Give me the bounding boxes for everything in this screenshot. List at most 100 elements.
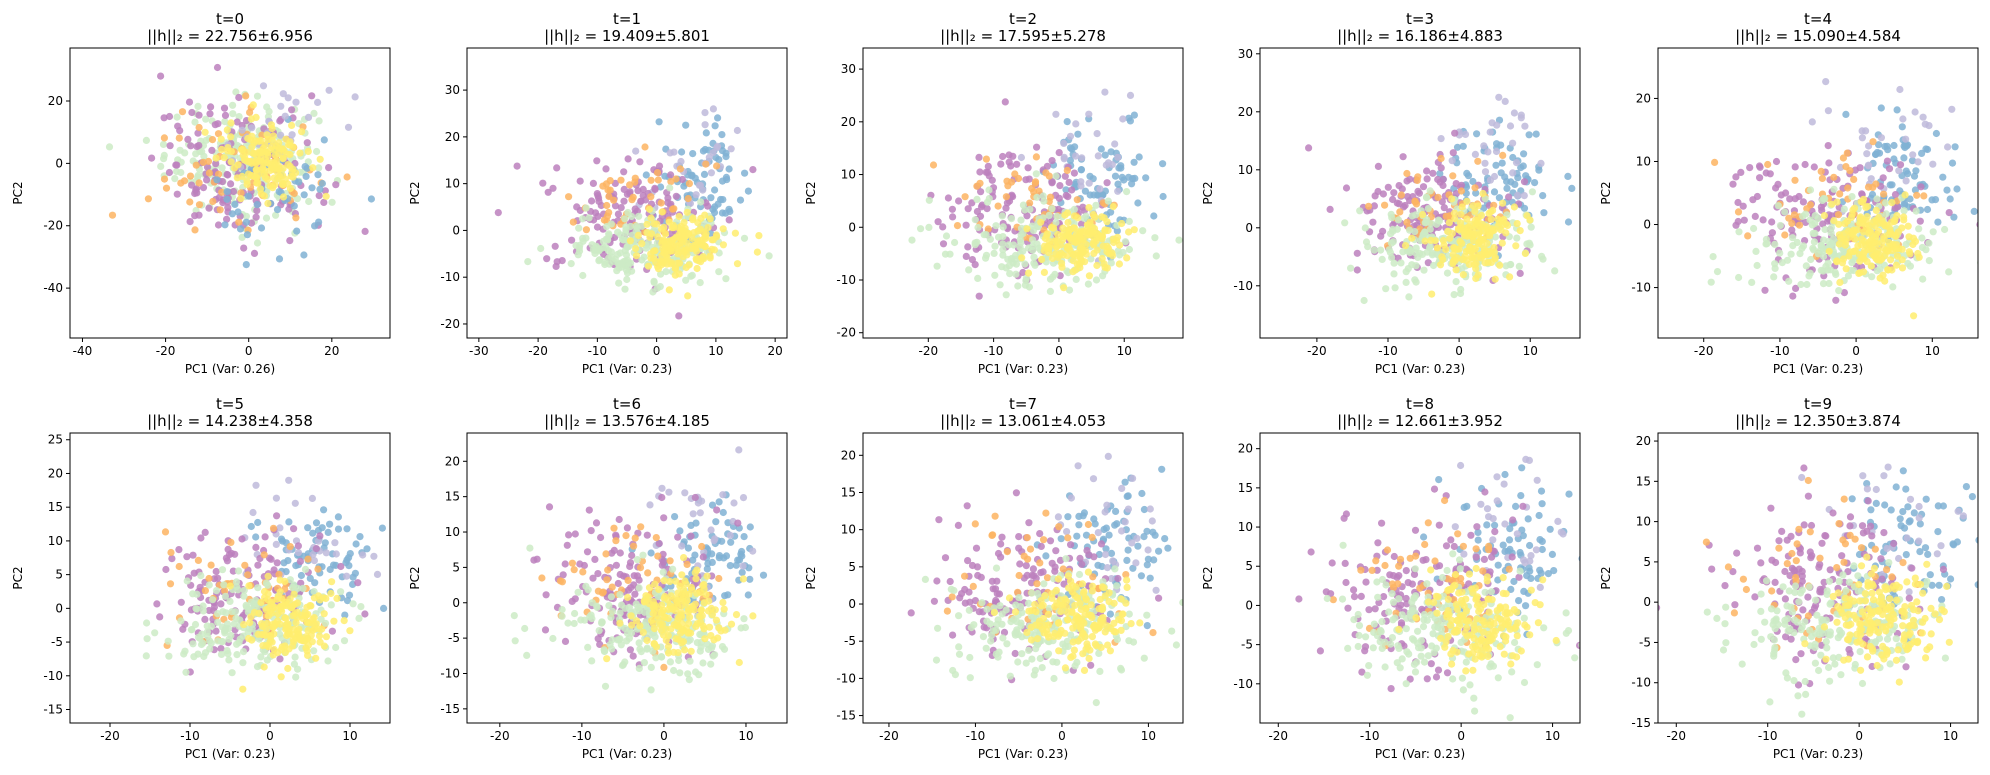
scatter-point <box>1910 172 1919 180</box>
scatter-point <box>1729 180 1737 188</box>
scatter-point <box>289 173 297 181</box>
scatter-point <box>684 670 692 678</box>
scatter-point <box>1891 216 1899 224</box>
scatter-point <box>1123 492 1131 500</box>
scatter-point <box>1827 224 1835 232</box>
scatter-point <box>1520 178 1529 186</box>
scatter-point <box>605 192 613 201</box>
scatter-point <box>1402 278 1410 286</box>
scatter-point <box>1120 176 1128 184</box>
scatter-point <box>1851 235 1859 243</box>
scatter-point <box>733 260 742 268</box>
scatter-point <box>213 176 221 184</box>
scatter-point <box>732 611 741 619</box>
scatter-point <box>1101 508 1109 516</box>
x-tick-label: 10 <box>708 344 723 358</box>
scatter-point <box>1437 154 1445 163</box>
scatter-point <box>1071 224 1079 232</box>
scatter-point <box>275 570 283 579</box>
scatter-point <box>1439 181 1447 190</box>
scatter-point <box>283 150 291 158</box>
scatter-point <box>1341 219 1349 227</box>
scatter-point <box>260 192 268 200</box>
scatter-point <box>1421 219 1429 227</box>
subplot-title-time: t=4 <box>1804 10 1832 28</box>
scatter-point <box>719 241 728 249</box>
y-tick-label: -15 <box>440 702 460 716</box>
scatter-point <box>985 186 993 194</box>
x-axis-label: PC1 (Var: 0.23) <box>582 362 672 376</box>
scatter-point <box>607 220 616 228</box>
scatter-point <box>1521 249 1529 257</box>
scatter-point <box>316 532 324 540</box>
scatter-point <box>553 164 561 172</box>
scatter-point <box>917 225 925 233</box>
scatter-point <box>678 596 686 604</box>
scatter-point <box>266 607 274 615</box>
scatter-point <box>175 134 183 142</box>
scatter-point <box>1150 212 1158 220</box>
scatter-point <box>1786 195 1794 203</box>
scatter-point <box>625 604 634 612</box>
scatter-point <box>1118 484 1126 492</box>
scatter-point <box>1342 184 1351 192</box>
scatter-point <box>1449 149 1457 157</box>
scatter-point <box>1377 232 1385 240</box>
scatter-point <box>739 575 748 583</box>
scatter-point <box>1394 216 1403 224</box>
scatter-point <box>227 538 235 547</box>
scatter-point <box>1055 149 1063 157</box>
scatter-point <box>227 180 235 188</box>
scatter-point <box>700 585 708 593</box>
axes-frame <box>862 47 1184 339</box>
scatter-point <box>628 212 636 221</box>
scatter-point <box>722 275 730 283</box>
scatter-point <box>233 118 241 126</box>
scatter-point <box>240 244 248 252</box>
scatter-point <box>654 233 662 241</box>
scatter-point <box>1471 150 1479 158</box>
scatter-point <box>1347 264 1355 272</box>
scatter-point <box>733 126 742 135</box>
scatter-point <box>1397 191 1405 199</box>
scatter-point <box>1061 211 1069 219</box>
scatter-point <box>1023 225 1031 233</box>
scatter-point <box>1081 187 1089 195</box>
scatter-point <box>584 586 592 594</box>
scatter-point <box>1019 247 1027 255</box>
scatter-point <box>290 590 298 598</box>
scatter-point <box>682 276 690 284</box>
scatter-point <box>1499 151 1507 159</box>
scatter-point <box>261 173 269 181</box>
scatter-point <box>696 279 704 287</box>
scatter-point <box>706 252 714 260</box>
scatter-point <box>314 98 322 106</box>
scatter-point <box>205 581 213 589</box>
scatter-point <box>1825 159 1833 167</box>
scatter-point <box>1910 312 1918 320</box>
scatter-point <box>235 93 243 102</box>
scatter-point <box>1464 232 1472 240</box>
scatter-point <box>273 512 281 520</box>
scatter-point <box>1498 159 1506 167</box>
scatter-point <box>1093 130 1101 138</box>
scatter-point <box>295 178 303 186</box>
scatter-point <box>1914 249 1922 258</box>
scatter-point <box>277 102 285 110</box>
scatter-point <box>322 633 330 641</box>
scatter-point <box>197 534 205 542</box>
scatter-point <box>1378 255 1386 263</box>
scatter-point <box>161 528 170 536</box>
scatter-point <box>652 612 661 620</box>
scatter-point <box>1146 574 1154 582</box>
scatter-point <box>1089 228 1097 236</box>
scatter-point <box>275 255 284 263</box>
scatter-point <box>655 539 663 548</box>
scatter-point <box>602 165 610 173</box>
scatter-point <box>1762 169 1770 177</box>
scatter-point <box>281 642 289 650</box>
scatter-point <box>236 225 245 233</box>
scatter-point <box>1389 195 1397 204</box>
scatter-point <box>322 192 330 200</box>
scatter-point <box>1919 113 1927 121</box>
